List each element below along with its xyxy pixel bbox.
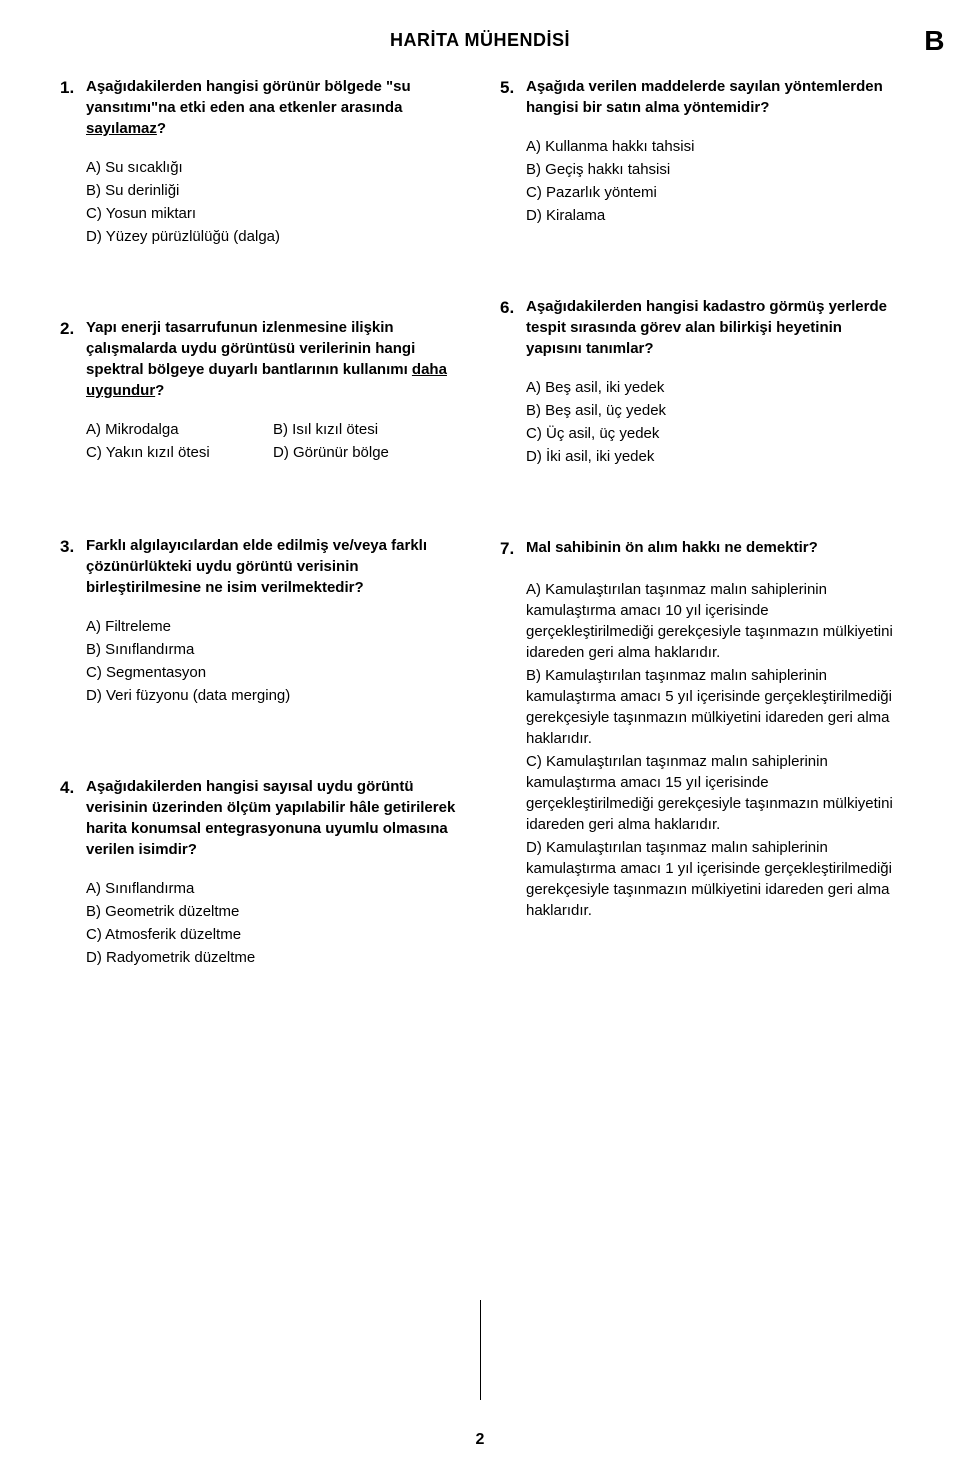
question-text: Aşağıda verilen maddelerde sayılan yönte…: [526, 76, 900, 118]
option: A) Sınıflandırma: [86, 878, 460, 899]
option: A) Beş asil, iki yedek: [526, 377, 900, 398]
question-text-underlined: sayılamaz: [86, 120, 157, 137]
question-text-pre: Yapı enerji tasarrufunun izlenmesine ili…: [86, 319, 415, 378]
question: 5.Aşağıda verilen maddelerde sayılan yön…: [500, 76, 900, 226]
question-text-pre: Mal sahibinin ön alım hakkı ne demektir?: [526, 539, 818, 556]
question-stem: 6.Aşağıdakilerden hangisi kadastro görmü…: [500, 296, 900, 359]
question-text-post: ?: [157, 120, 166, 137]
option: C) Atmosferik düzeltme: [86, 924, 460, 945]
question-options: A) Kamulaştırılan taşınmaz malın sahiple…: [500, 579, 900, 921]
page-header: HARİTA MÜHENDİSİ B: [60, 30, 900, 51]
option: B) Geometrik düzeltme: [86, 901, 460, 922]
question-text: Aşağıdakilerden hangisi kadastro görmüş …: [526, 296, 900, 359]
option: C) Segmentasyon: [86, 662, 460, 683]
question-text-post: ?: [155, 382, 164, 399]
question: 7. Mal sahibinin ön alım hakkı ne demekti…: [500, 537, 900, 921]
question-stem: 3.Farklı algılayıcılardan elde edilmiş v…: [60, 535, 460, 598]
option: A) Su sıcaklığı: [86, 157, 460, 178]
question-options: A) SınıflandırmaB) Geometrik düzeltmeC) …: [60, 878, 460, 968]
question-options: A) MikrodalgaB) Isıl kızıl ötesiC) Yakın…: [60, 419, 460, 465]
option: D) Görünür bölge: [273, 442, 460, 463]
question-text-pre: Aşağıda verilen maddelerde sayılan yönte…: [526, 78, 883, 116]
question-number: 4.: [60, 776, 80, 860]
option: B) Kamulaştırılan taşınmaz malın sahiple…: [526, 665, 900, 749]
question: 1.Aşağıdakilerden hangisi görünür bölged…: [60, 76, 460, 247]
option: A) Mikrodalga: [86, 419, 273, 440]
question-text: Aşağıdakilerden hangisi sayısal uydu gör…: [86, 776, 460, 860]
question-text-pre: Aşağıdakilerden hangisi kadastro görmüş …: [526, 298, 887, 357]
option: A) Filtreleme: [86, 616, 460, 637]
option: C) Yosun miktarı: [86, 203, 460, 224]
option: C) Üç asil, üç yedek: [526, 423, 900, 444]
form-marker: B: [924, 25, 945, 57]
question: 2.Yapı enerji tasarrufunun izlenmesine i…: [60, 317, 460, 465]
question-number: 5.: [500, 76, 520, 118]
question-options: A) Beş asil, iki yedekB) Beş asil, üç ye…: [500, 377, 900, 467]
option: D) Yüzey pürüzlülüğü (dalga): [86, 226, 460, 247]
option: A) Kamulaştırılan taşınmaz malın sahiple…: [526, 579, 900, 663]
question-stem: 4.Aşağıdakilerden hangisi sayısal uydu g…: [60, 776, 460, 860]
option: D) Kiralama: [526, 205, 900, 226]
question-text: Mal sahibinin ön alım hakkı ne demektir?: [526, 537, 818, 561]
question-stem: 5.Aşağıda verilen maddelerde sayılan yön…: [500, 76, 900, 118]
question-text-pre: Aşağıdakilerden hangisi görünür bölgede …: [86, 78, 411, 116]
question: 3.Farklı algılayıcılardan elde edilmiş v…: [60, 535, 460, 706]
question-options: A) Su sıcaklığıB) Su derinliğiC) Yosun m…: [60, 157, 460, 247]
question-text: Aşağıdakilerden hangisi görünür bölgede …: [86, 76, 460, 139]
option: B) Geçiş hakkı tahsisi: [526, 159, 900, 180]
option: B) Su derinliği: [86, 180, 460, 201]
option: C) Pazarlık yöntemi: [526, 182, 900, 203]
question-text: Farklı algılayıcılardan elde edilmiş ve/…: [86, 535, 460, 598]
center-divider: [480, 1300, 481, 1400]
option: A) Kullanma hakkı tahsisi: [526, 136, 900, 157]
option: D) İki asil, iki yedek: [526, 446, 900, 467]
option: D) Veri füzyonu (data merging): [86, 685, 460, 706]
right-column: 5.Aşağıda verilen maddelerde sayılan yön…: [480, 76, 900, 1038]
question-number: 3.: [60, 535, 80, 598]
question-stem: 7. Mal sahibinin ön alım hakkı ne demekti…: [500, 537, 900, 561]
question: 6.Aşağıdakilerden hangisi kadastro görmü…: [500, 296, 900, 467]
content-columns: 1.Aşağıdakilerden hangisi görünür bölged…: [60, 76, 900, 1038]
question-number: 6.: [500, 296, 520, 359]
question-stem: 1.Aşağıdakilerden hangisi görünür bölged…: [60, 76, 460, 139]
page-number: 2: [476, 1431, 485, 1449]
option: D) Kamulaştırılan taşınmaz malın sahiple…: [526, 837, 900, 921]
option: B) Beş asil, üç yedek: [526, 400, 900, 421]
question-text-pre: Aşağıdakilerden hangisi sayısal uydu gör…: [86, 778, 455, 858]
option: B) Sınıflandırma: [86, 639, 460, 660]
left-column: 1.Aşağıdakilerden hangisi görünür bölged…: [60, 76, 480, 1038]
question-text-pre: Farklı algılayıcılardan elde edilmiş ve/…: [86, 537, 427, 596]
question-number: 7.: [500, 537, 520, 561]
question-number: 1.: [60, 76, 80, 139]
question-options: A) FiltrelemeB) SınıflandırmaC) Segmenta…: [60, 616, 460, 706]
question-options: A) Kullanma hakkı tahsisiB) Geçiş hakkı …: [500, 136, 900, 226]
option: C) Yakın kızıl ötesi: [86, 442, 273, 463]
question-stem: 2.Yapı enerji tasarrufunun izlenmesine i…: [60, 317, 460, 401]
option: B) Isıl kızıl ötesi: [273, 419, 460, 440]
option: D) Radyometrik düzeltme: [86, 947, 460, 968]
question: 4.Aşağıdakilerden hangisi sayısal uydu g…: [60, 776, 460, 968]
option: C) Kamulaştırılan taşınmaz malın sahiple…: [526, 751, 900, 835]
question-text: Yapı enerji tasarrufunun izlenmesine ili…: [86, 317, 460, 401]
question-number: 2.: [60, 317, 80, 401]
header-title: HARİTA MÜHENDİSİ: [390, 30, 570, 50]
